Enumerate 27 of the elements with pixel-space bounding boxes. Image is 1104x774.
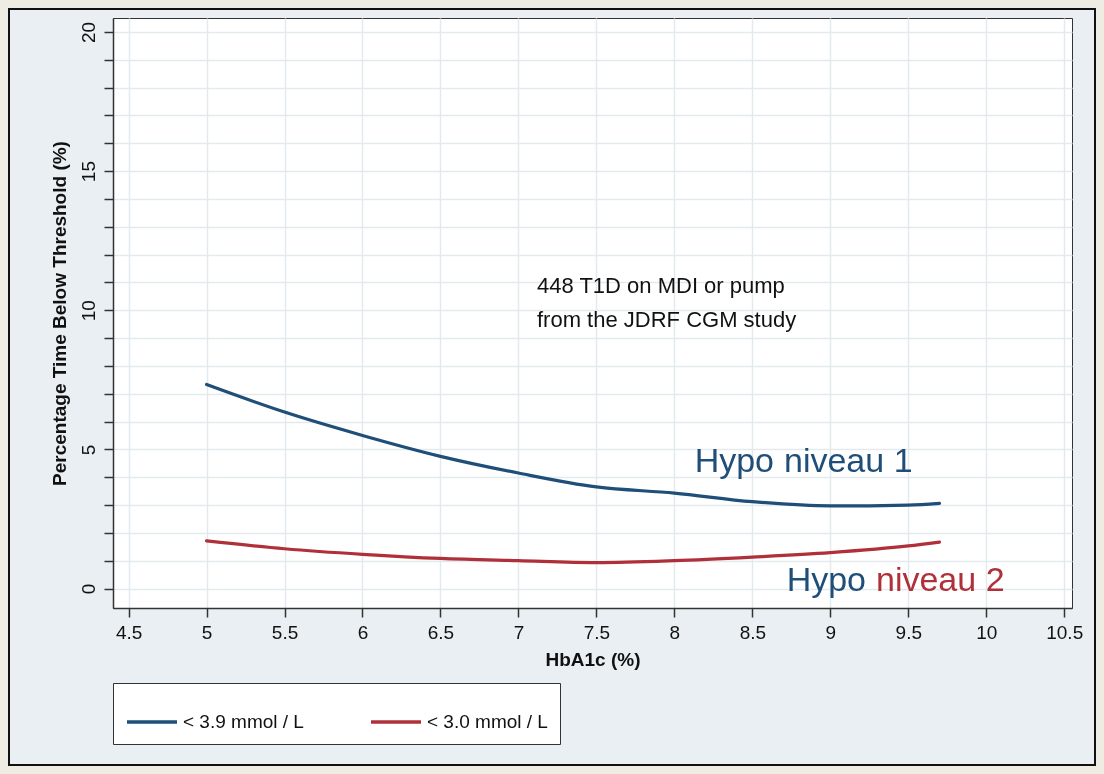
x-tick-label: 8 [669,621,681,643]
annotation: Hypo niveau 2 [786,560,1005,598]
x-tick-label: 5.5 [271,621,299,643]
annotation: Hypo niveau 1 [694,441,913,479]
x-tick-label: 10 [976,621,998,643]
y-tick-label: 10 [77,300,99,322]
y-axis-title: Percentage Time Below Threshold (%) [48,141,70,486]
x-tick-label: 9.5 [895,621,922,643]
x-tick-label: 9 [825,621,837,643]
x-tick-label: 4.5 [115,621,143,643]
y-tick-label: 15 [77,161,99,183]
legend-label: < 3.9 mmol / L [183,711,304,732]
x-tick-label: 10.5 [1046,621,1084,643]
x-tick-label: 6.5 [427,621,455,643]
annotation: 448 T1D on MDI or pump from the JDRF CGM study [537,273,797,332]
y-tick-label: 5 [77,444,99,456]
x-tick-label: 6 [357,621,369,643]
line-series [204,382,942,508]
x-tick-label: 8.5 [739,621,767,643]
line-series [204,539,942,565]
y-tick-label: 20 [77,21,99,43]
x-tick-label: 7.5 [583,621,611,643]
legend-label: < 3.0 mmol / L [427,711,548,732]
x-tick-label: 5 [201,621,213,643]
y-tick-label: 0 [77,583,99,595]
x-tick-label: 7 [513,621,525,643]
x-axis-title: HbA1c (%) [545,648,641,670]
